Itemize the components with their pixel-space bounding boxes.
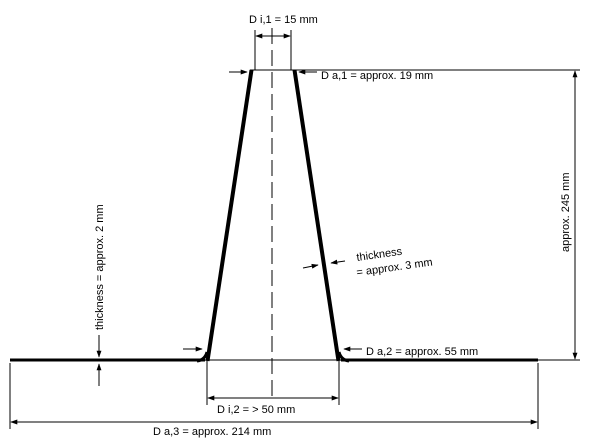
thickness-cone-arrow-left — [302, 263, 319, 269]
d-a2-label: D a,2 = approx. 55 mm — [366, 346, 478, 358]
d-i2-label: D i,2 = > 50 mm — [217, 404, 295, 416]
height-label: approx. 245 mm — [560, 173, 572, 252]
cone-wall-right — [292, 69, 341, 362]
cone-wall-left — [205, 69, 254, 362]
d-a1-label: D a,1 = approx. 19 mm — [321, 70, 433, 82]
d-a3-label: D a,3 = approx. 214 mm — [153, 426, 271, 438]
thickness-cone-arrow-right — [330, 259, 346, 265]
thickness-base-label: thickness = approx. 2 mm — [94, 204, 106, 330]
d-i1-label: D i,1 = 15 mm — [249, 14, 318, 26]
